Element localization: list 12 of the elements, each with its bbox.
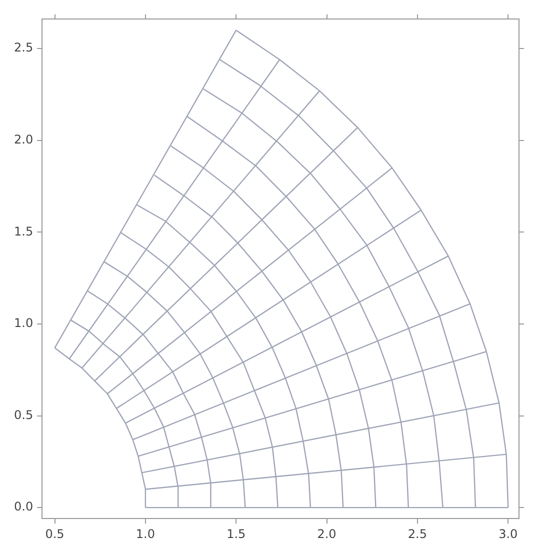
x-tick-label: 1.5	[226, 526, 246, 541]
y-tick-label: 0.5	[14, 408, 34, 422]
y-tick-label: 2.0	[14, 132, 34, 147]
y-tick-label: 1.0	[14, 316, 34, 330]
y-tick-label: 1.5	[14, 224, 34, 238]
x-tick-label: 0.5	[45, 526, 64, 541]
x-tick-label: 2.0	[317, 526, 336, 541]
x-tick-label: 3.0	[498, 526, 518, 541]
y-tick-label: 0.0	[14, 500, 34, 514]
x-tick-label: 2.5	[408, 526, 427, 541]
y-tick-label: 2.5	[14, 40, 34, 55]
x-tick-label: 1.0	[136, 526, 155, 541]
